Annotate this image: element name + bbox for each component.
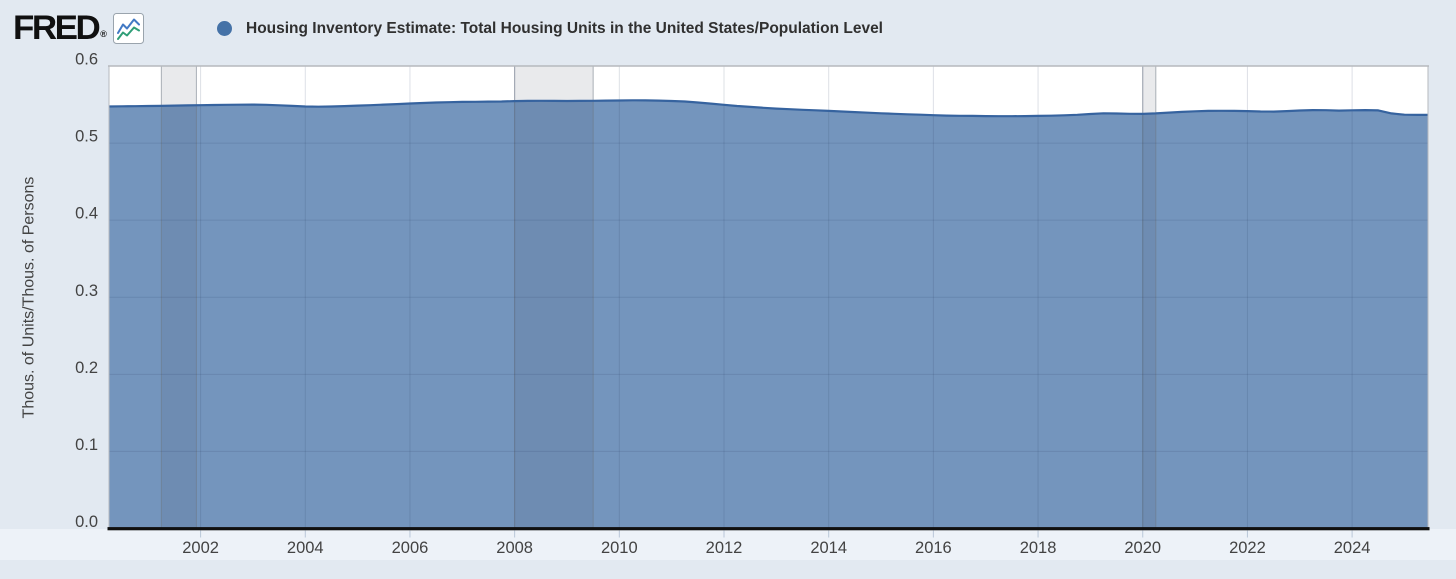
x-axis-line — [107, 527, 1430, 531]
y-tick-label: 0.6 — [75, 51, 98, 69]
recession-band — [1142, 66, 1156, 529]
x-tick-label: 2014 — [810, 539, 847, 557]
y-tick-label: 0.0 — [75, 513, 98, 531]
registered-trademark: ® — [100, 28, 107, 39]
x-tick-label: 2012 — [706, 539, 743, 557]
fred-line-chart-icon — [113, 13, 144, 44]
series-legend-marker — [217, 21, 232, 36]
x-axis-strip — [0, 529, 1456, 560]
x-tick-label: 2006 — [392, 539, 429, 557]
x-tick-label: 2004 — [287, 539, 324, 557]
y-axis-title: Thous. of Units/Thous. of Persons — [20, 176, 38, 419]
fred-logo[interactable]: FRED ® — [13, 8, 107, 47]
x-tick-label: 2010 — [601, 539, 638, 557]
x-tick-label: 2020 — [1124, 539, 1161, 557]
y-tick-label: 0.1 — [75, 436, 98, 454]
x-tick-label: 2024 — [1334, 539, 1371, 557]
x-tick-label: 2002 — [182, 539, 219, 557]
y-tick-label: 0.5 — [75, 128, 98, 146]
series-line — [108, 99, 1428, 118]
x-tick-label: 2018 — [1020, 539, 1057, 557]
y-tick-label: 0.4 — [75, 205, 98, 223]
y-tick-label: 0.3 — [75, 282, 98, 300]
x-tick-label: 2016 — [915, 539, 952, 557]
recession-band — [161, 66, 197, 529]
fred-logo-text: FRED — [13, 8, 101, 47]
x-tick-label: 2022 — [1229, 539, 1266, 557]
series-title[interactable]: Housing Inventory Estimate: Total Housin… — [246, 20, 883, 37]
recession-band — [514, 66, 594, 529]
x-tick-label: 2008 — [496, 539, 533, 557]
y-tick-label: 0.2 — [75, 359, 98, 377]
area-fill — [109, 100, 1428, 529]
